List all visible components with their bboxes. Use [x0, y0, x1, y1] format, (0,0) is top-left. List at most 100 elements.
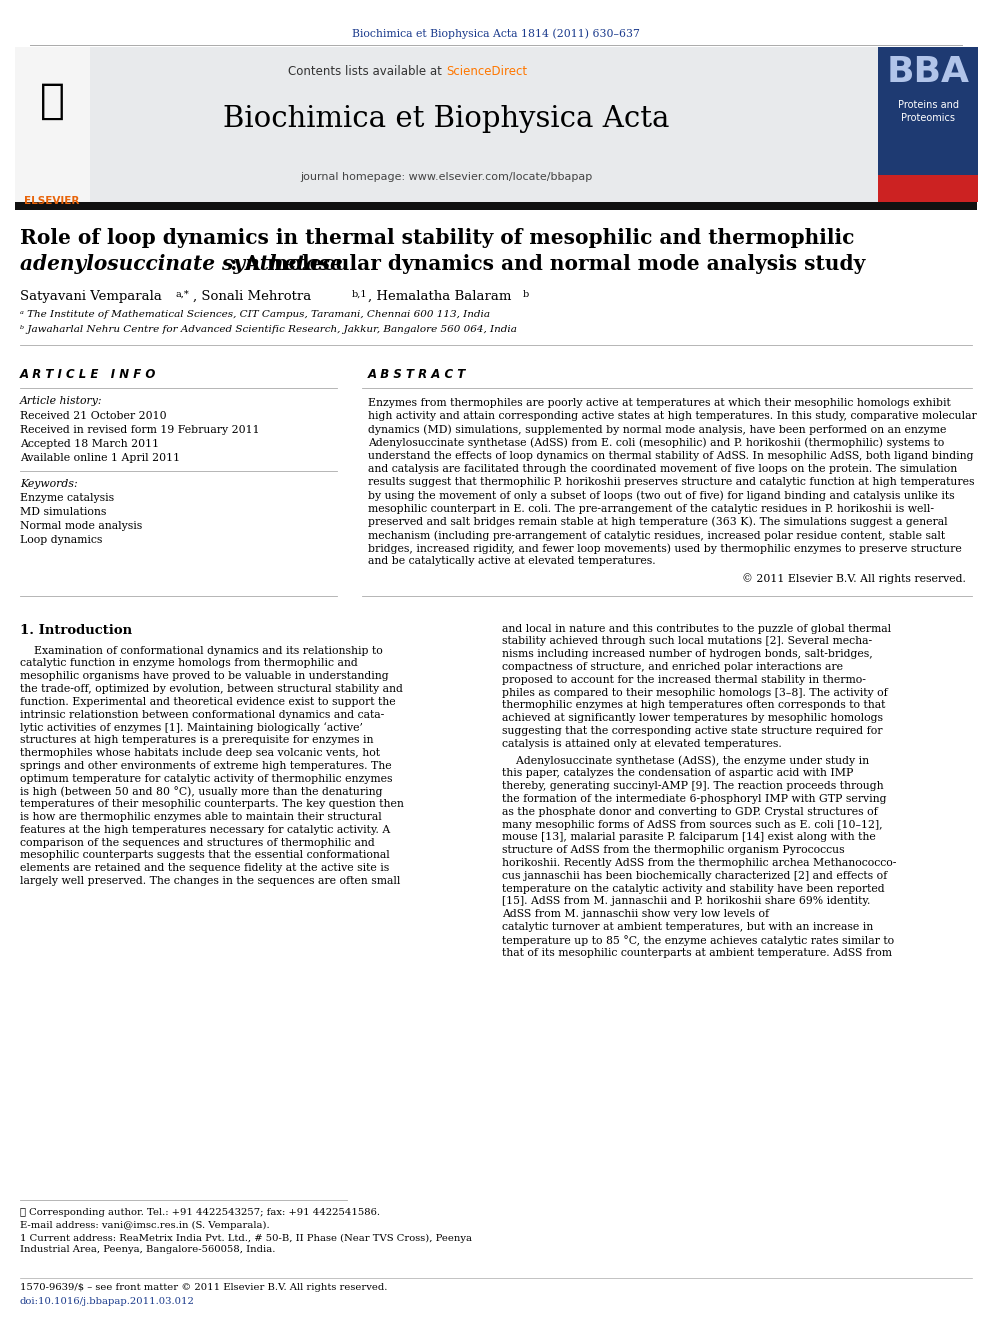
- Text: A B S T R A C T: A B S T R A C T: [368, 368, 466, 381]
- Text: Available online 1 April 2011: Available online 1 April 2011: [20, 452, 181, 463]
- Text: structure of AdSS from the thermophilic organism Pyrococcus: structure of AdSS from the thermophilic …: [502, 845, 844, 855]
- Text: preserved and salt bridges remain stable at high temperature (363 K). The simula: preserved and salt bridges remain stable…: [368, 517, 947, 528]
- Text: thermophilic enzymes at high temperatures often corresponds to that: thermophilic enzymes at high temperature…: [502, 700, 886, 710]
- Text: mechanism (including pre-arrangement of catalytic residues, increased polar resi: mechanism (including pre-arrangement of …: [368, 531, 945, 541]
- Text: mesophilic organisms have proved to be valuable in understanding: mesophilic organisms have proved to be v…: [20, 671, 389, 681]
- Text: 🌲: 🌲: [40, 79, 64, 122]
- Text: b: b: [523, 290, 530, 299]
- Text: bridges, increased rigidity, and fewer loop movements) used by thermophilic enzy: bridges, increased rigidity, and fewer l…: [368, 544, 962, 554]
- Text: MD simulations: MD simulations: [20, 507, 106, 517]
- Text: catalytic turnover at ambient temperatures, but with an increase in: catalytic turnover at ambient temperatur…: [502, 922, 873, 931]
- Text: adenylosuccinate synthetase: adenylosuccinate synthetase: [20, 254, 343, 274]
- Text: , Hemalatha Balaram: , Hemalatha Balaram: [368, 290, 516, 303]
- Text: © 2011 Elsevier B.V. All rights reserved.: © 2011 Elsevier B.V. All rights reserved…: [742, 574, 966, 585]
- Text: structures at high temperatures is a prerequisite for enzymes in: structures at high temperatures is a pre…: [20, 736, 374, 745]
- Text: is how are thermophilic enzymes able to maintain their structural: is how are thermophilic enzymes able to …: [20, 812, 382, 822]
- Text: and catalysis are facilitated through the coordinated movement of five loops on : and catalysis are facilitated through th…: [368, 464, 957, 474]
- Text: a,*: a,*: [175, 290, 188, 299]
- Text: the trade-off, optimized by evolution, between structural stability and: the trade-off, optimized by evolution, b…: [20, 684, 403, 695]
- Text: thermophiles whose habitats include deep sea volcanic vents, hot: thermophiles whose habitats include deep…: [20, 747, 380, 758]
- Text: 1570-9639/$ – see front matter © 2011 Elsevier B.V. All rights reserved.: 1570-9639/$ – see front matter © 2011 El…: [20, 1283, 387, 1293]
- Text: Accepted 18 March 2011: Accepted 18 March 2011: [20, 439, 159, 448]
- Text: thereby, generating succinyl-AMP [9]. The reaction proceeds through: thereby, generating succinyl-AMP [9]. Th…: [502, 781, 884, 791]
- Text: Keywords:: Keywords:: [20, 479, 77, 490]
- Text: comparison of the sequences and structures of thermophilic and: comparison of the sequences and structur…: [20, 837, 375, 848]
- Text: doi:10.1016/j.bbapap.2011.03.012: doi:10.1016/j.bbapap.2011.03.012: [20, 1297, 194, 1306]
- Text: high activity and attain corresponding active states at high temperatures. In th: high activity and attain corresponding a…: [368, 411, 977, 421]
- Text: BBA: BBA: [887, 56, 969, 89]
- Text: by using the movement of only a subset of loops (two out of five) for ligand bin: by using the movement of only a subset o…: [368, 491, 954, 501]
- Text: temperature on the catalytic activity and stability have been reported: temperature on the catalytic activity an…: [502, 884, 885, 893]
- Text: Normal mode analysis: Normal mode analysis: [20, 521, 142, 531]
- Text: Loop dynamics: Loop dynamics: [20, 534, 102, 545]
- Text: ⋆ Corresponding author. Tel.: +91 4422543257; fax: +91 4422541586.: ⋆ Corresponding author. Tel.: +91 442254…: [20, 1208, 380, 1217]
- Text: many mesophilic forms of AdSS from sources such as E. coli [10–12],: many mesophilic forms of AdSS from sourc…: [502, 820, 883, 830]
- Text: temperatures of their mesophilic counterparts. The key question then: temperatures of their mesophilic counter…: [20, 799, 404, 810]
- Bar: [15, 48, 90, 202]
- Text: results suggest that thermophilic P. horikoshii preserves structure and catalyti: results suggest that thermophilic P. hor…: [368, 478, 974, 487]
- Bar: [88, 48, 878, 202]
- Text: mesophilic counterparts suggests that the essential conformational: mesophilic counterparts suggests that th…: [20, 851, 390, 860]
- Text: as the phosphate donor and converting to GDP. Crystal structures of: as the phosphate donor and converting to…: [502, 807, 878, 816]
- Text: nisms including increased number of hydrogen bonds, salt-bridges,: nisms including increased number of hydr…: [502, 650, 873, 659]
- Text: suggesting that the corresponding active state structure required for: suggesting that the corresponding active…: [502, 726, 883, 736]
- Text: b,1: b,1: [352, 290, 368, 299]
- Text: proposed to account for the increased thermal stability in thermo-: proposed to account for the increased th…: [502, 675, 866, 685]
- Text: Enzyme catalysis: Enzyme catalysis: [20, 493, 114, 503]
- Bar: [878, 48, 978, 202]
- Text: horikoshii. Recently AdSS from the thermophilic archea Methanococco-: horikoshii. Recently AdSS from the therm…: [502, 859, 897, 868]
- Text: A R T I C L E   I N F O: A R T I C L E I N F O: [20, 368, 157, 381]
- Text: E-mail address: vani@imsc.res.in (S. Vemparala).: E-mail address: vani@imsc.res.in (S. Vem…: [20, 1221, 270, 1230]
- Text: AdSS from M. jannaschii show very low levels of: AdSS from M. jannaschii show very low le…: [502, 909, 769, 919]
- Text: stability achieved through such local mutations [2]. Several mecha-: stability achieved through such local mu…: [502, 636, 872, 647]
- Text: features at the high temperatures necessary for catalytic activity. A: features at the high temperatures necess…: [20, 824, 390, 835]
- Text: lytic activities of enzymes [1]. Maintaining biologically ‘active’: lytic activities of enzymes [1]. Maintai…: [20, 722, 363, 733]
- Text: is high (between 50 and 80 °C), usually more than the denaturing: is high (between 50 and 80 °C), usually …: [20, 786, 383, 798]
- Text: that of its mesophilic counterparts at ambient temperature. AdSS from: that of its mesophilic counterparts at a…: [502, 947, 892, 958]
- Text: intrinsic relationstion between conformational dynamics and cata-: intrinsic relationstion between conforma…: [20, 709, 384, 720]
- Text: the formation of the intermediate 6-phosphoryl IMP with GTP serving: the formation of the intermediate 6-phos…: [502, 794, 887, 804]
- Text: catalytic function in enzyme homologs from thermophilic and: catalytic function in enzyme homologs fr…: [20, 659, 358, 668]
- Text: Proteins and: Proteins and: [898, 101, 958, 110]
- Text: largely well preserved. The changes in the sequences are often small: largely well preserved. The changes in t…: [20, 876, 401, 886]
- Text: understand the effects of loop dynamics on thermal stability of AdSS. In mesophi: understand the effects of loop dynamics …: [368, 451, 973, 460]
- Text: elements are retained and the sequence fidelity at the active site is: elements are retained and the sequence f…: [20, 863, 389, 873]
- Text: springs and other environments of extreme high temperatures. The: springs and other environments of extrem…: [20, 761, 392, 771]
- Text: Received 21 October 2010: Received 21 October 2010: [20, 411, 167, 421]
- Text: achieved at significantly lower temperatures by mesophilic homologs: achieved at significantly lower temperat…: [502, 713, 883, 724]
- Text: cus jannaschii has been biochemically characterized [2] and effects of: cus jannaschii has been biochemically ch…: [502, 871, 887, 881]
- Text: Received in revised form 19 February 2011: Received in revised form 19 February 201…: [20, 425, 260, 435]
- Text: ᵃ The Institute of Mathematical Sciences, CIT Campus, Taramani, Chennai 600 113,: ᵃ The Institute of Mathematical Sciences…: [20, 310, 490, 319]
- Text: mesophilic counterpart in E. coli. The pre-arrangement of the catalytic residues: mesophilic counterpart in E. coli. The p…: [368, 504, 934, 513]
- Text: , Sonali Mehrotra: , Sonali Mehrotra: [193, 290, 315, 303]
- Text: mouse [13], malarial parasite P. falciparum [14] exist along with the: mouse [13], malarial parasite P. falcipa…: [502, 832, 876, 843]
- Text: Satyavani Vemparala: Satyavani Vemparala: [20, 290, 166, 303]
- Text: Biochimica et Biophysica Acta: Biochimica et Biophysica Acta: [223, 105, 670, 134]
- Text: Article history:: Article history:: [20, 396, 102, 406]
- Text: [15]. AdSS from M. jannaschii and P. horikoshii share 69% identity.: [15]. AdSS from M. jannaschii and P. hor…: [502, 897, 870, 906]
- Text: and be catalytically active at elevated temperatures.: and be catalytically active at elevated …: [368, 557, 656, 566]
- Text: 1. Introduction: 1. Introduction: [20, 623, 132, 636]
- Text: function. Experimental and theoretical evidence exist to support the: function. Experimental and theoretical e…: [20, 697, 396, 706]
- Text: dynamics (MD) simulations, supplemented by normal mode analysis, have been perfo: dynamics (MD) simulations, supplemented …: [368, 425, 946, 435]
- Text: journal homepage: www.elsevier.com/locate/bbapap: journal homepage: www.elsevier.com/locat…: [300, 172, 592, 183]
- Text: Role of loop dynamics in thermal stability of mesophilic and thermophilic: Role of loop dynamics in thermal stabili…: [20, 228, 854, 247]
- Text: Proteomics: Proteomics: [901, 112, 955, 123]
- Text: Examination of conformational dynamics and its relationship to: Examination of conformational dynamics a…: [20, 646, 383, 656]
- Text: 1 Current address: ReaMetrix India Pvt. Ltd., # 50-B, II Phase (Near TVS Cross),: 1 Current address: ReaMetrix India Pvt. …: [20, 1234, 472, 1253]
- Text: this paper, catalyzes the condensation of aspartic acid with IMP: this paper, catalyzes the condensation o…: [502, 769, 853, 778]
- Text: Adenylosuccinate synthetase (AdSS) from E. coli (mesophilic) and P. horikoshii (: Adenylosuccinate synthetase (AdSS) from …: [368, 438, 944, 448]
- Text: ᵇ Jawaharlal Nehru Centre for Advanced Scientific Research, Jakkur, Bangalore 56: ᵇ Jawaharlal Nehru Centre for Advanced S…: [20, 325, 517, 333]
- Bar: [15, 202, 977, 210]
- Text: Biochimica et Biophysica Acta 1814 (2011) 630–637: Biochimica et Biophysica Acta 1814 (2011…: [352, 28, 640, 38]
- Text: Adenylosuccinate synthetase (AdSS), the enzyme under study in: Adenylosuccinate synthetase (AdSS), the …: [502, 755, 869, 766]
- Text: catalysis is attained only at elevated temperatures.: catalysis is attained only at elevated t…: [502, 738, 782, 749]
- Text: ScienceDirect: ScienceDirect: [446, 65, 527, 78]
- Text: temperature up to 85 °C, the enzyme achieves catalytic rates similar to: temperature up to 85 °C, the enzyme achi…: [502, 935, 894, 946]
- Text: ELSEVIER: ELSEVIER: [25, 196, 79, 206]
- Text: philes as compared to their mesophilic homologs [3–8]. The activity of: philes as compared to their mesophilic h…: [502, 688, 888, 697]
- Text: : A molecular dynamics and normal mode analysis study: : A molecular dynamics and normal mode a…: [20, 254, 865, 274]
- Text: compactness of structure, and enriched polar interactions are: compactness of structure, and enriched p…: [502, 662, 843, 672]
- Text: Enzymes from thermophiles are poorly active at temperatures at which their mesop: Enzymes from thermophiles are poorly act…: [368, 398, 950, 407]
- Text: optimum temperature for catalytic activity of thermophilic enzymes: optimum temperature for catalytic activi…: [20, 774, 393, 783]
